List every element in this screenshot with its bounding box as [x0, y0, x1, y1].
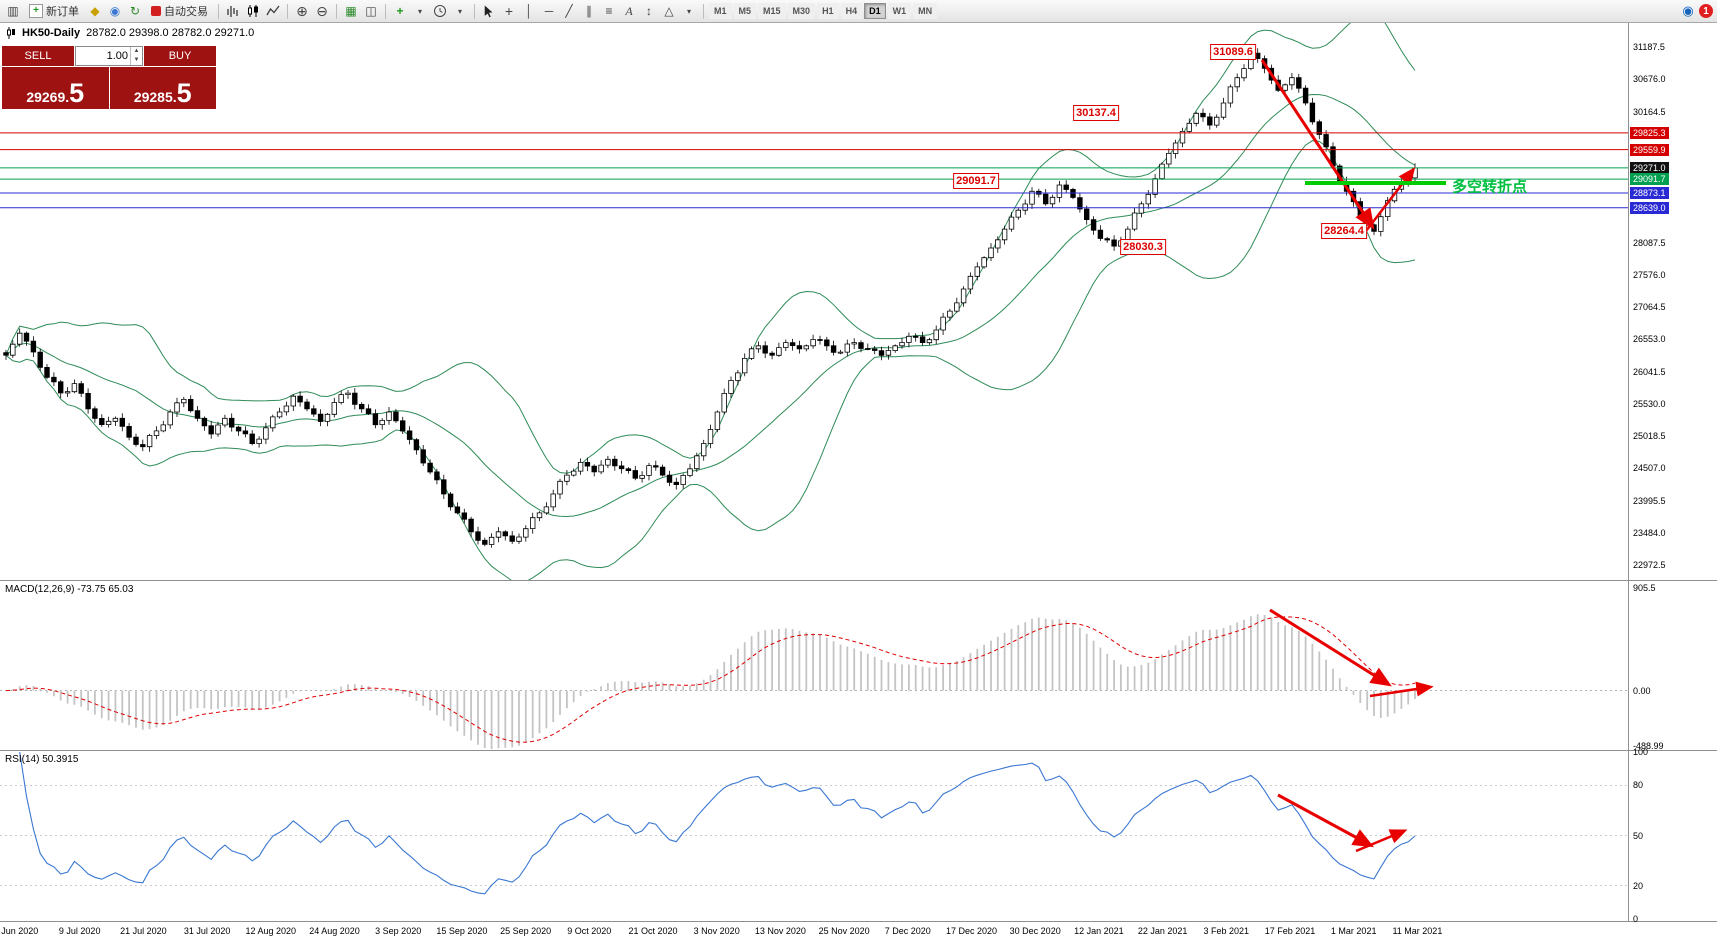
- rsi-line: [19, 751, 1416, 895]
- sell-button[interactable]: SELL: [2, 46, 74, 66]
- trend-arrow[interactable]: [1269, 608, 1392, 687]
- volume-up-icon[interactable]: ▲: [133, 48, 140, 54]
- timeframe-m30-button[interactable]: M30: [787, 3, 816, 19]
- auto-trading-label: 自动交易: [164, 6, 208, 18]
- sell-price-main: 29269.: [26, 89, 70, 105]
- equidistant-channel-icon[interactable]: ∥: [586, 4, 592, 18]
- timeframe-mn-button[interactable]: MN: [913, 3, 938, 19]
- bull-candles: [10, 52, 1418, 545]
- timeframe-m15-button[interactable]: M15: [758, 3, 786, 19]
- candlestick-icon[interactable]: [244, 2, 262, 20]
- new-order-button[interactable]: + 新订单: [24, 2, 84, 20]
- trend-arrow[interactable]: [1369, 681, 1434, 698]
- line-chart-icon[interactable]: [264, 2, 282, 20]
- volume-value[interactable]: 1.00: [106, 50, 128, 62]
- horizontal-line-icon[interactable]: ─: [544, 4, 554, 18]
- chart-legend: HK50-Daily 28782.0 29398.0 28782.0 29271…: [6, 27, 254, 39]
- buy-price-big-digit: 5: [176, 78, 192, 108]
- timeframe-h4-button[interactable]: H4: [840, 3, 863, 19]
- terminal-chart-icon[interactable]: ▥: [7, 4, 19, 18]
- crosshair-icon[interactable]: +: [504, 3, 514, 19]
- bollinger-lower-band: [5, 140, 1416, 580]
- tile-windows-icon[interactable]: ◫: [365, 4, 377, 18]
- bear-candles: [3, 52, 1377, 545]
- notification-badge[interactable]: 1: [1699, 4, 1713, 18]
- fibonacci-icon[interactable]: ≡: [605, 4, 613, 18]
- symbol-title: HK50-Daily: [22, 27, 81, 39]
- timeframe-m5-button[interactable]: M5: [733, 3, 757, 19]
- new-chart-dropdown-icon[interactable]: ▾: [417, 6, 422, 16]
- one-click-trading-panel: SELL 1.00 ▲ ▼ BUY 29269. 5 29285. 5: [2, 46, 216, 109]
- ohlc-values: 28782.0 29398.0 28782.0 29271.0: [86, 27, 255, 39]
- zoom-out-icon[interactable]: ⊖: [316, 2, 328, 19]
- clock-icon[interactable]: [431, 2, 449, 20]
- trend-arrow[interactable]: [1277, 793, 1374, 848]
- shapes-dropdown-icon[interactable]: ▾: [686, 6, 691, 16]
- timeframe-h1-button[interactable]: H1: [817, 3, 839, 19]
- volume-down-icon[interactable]: ▼: [133, 57, 140, 63]
- sell-price-button[interactable]: 29269. 5: [2, 67, 109, 109]
- trend-arrow[interactable]: [1260, 59, 1375, 230]
- main-chart-plot: [3, 22, 1418, 580]
- indicator-list-icon[interactable]: ◆: [90, 4, 100, 18]
- community-icon[interactable]: ◉: [109, 4, 121, 18]
- trendline-icon[interactable]: ╱: [565, 4, 573, 18]
- toolbar-separator: [218, 3, 219, 19]
- vertical-line-icon[interactable]: │: [525, 4, 533, 18]
- timeframe-m1-button[interactable]: M1: [709, 3, 732, 19]
- buy-price-button[interactable]: 29285. 5: [109, 67, 216, 109]
- refresh-icon[interactable]: ↻: [129, 4, 141, 18]
- macd-plot: [0, 614, 1628, 749]
- bollinger-middle-band: [5, 93, 1416, 518]
- toolbar-separator: [474, 3, 475, 19]
- new-order-icon: +: [29, 4, 43, 18]
- timeframe-d1-button[interactable]: D1: [864, 3, 886, 19]
- auto-trading-button[interactable]: 自动交易: [146, 2, 213, 20]
- volume-input[interactable]: 1.00 ▲ ▼: [75, 46, 143, 66]
- trend-arrow[interactable]: [1365, 167, 1416, 232]
- cursor-icon[interactable]: [480, 2, 498, 20]
- new-order-label: 新订单: [46, 6, 79, 18]
- toolbar-separator: [287, 3, 288, 19]
- sell-price-big-digit: 5: [69, 78, 85, 108]
- arrows-tool-icon[interactable]: ↕: [646, 4, 652, 18]
- grid-icon[interactable]: ▦: [345, 4, 357, 18]
- bollinger-upper-band: [5, 22, 1416, 474]
- bar-chart-icon[interactable]: [224, 2, 242, 20]
- toolbar-separator: [703, 3, 704, 19]
- trend-arrow[interactable]: [1355, 829, 1408, 853]
- macd-label: MACD(12,26,9) -73.75 65.03: [5, 584, 134, 595]
- toolbar: ▥ + 新订单 ◆ ◉ ↻ 自动交易 ⊕ ⊖ ▦ ◫ + ▾: [0, 0, 1717, 23]
- text-tool-icon[interactable]: A: [625, 3, 633, 18]
- rsi-label: RSI(14) 50.3915: [5, 754, 79, 765]
- timeframe-w1-button[interactable]: W1: [887, 3, 912, 19]
- period-dropdown-icon[interactable]: ▾: [457, 6, 462, 16]
- volume-spinner[interactable]: ▲ ▼: [130, 47, 142, 65]
- candle-wicks: [5, 48, 1416, 548]
- auto-trading-icon: [151, 6, 161, 16]
- mql5-icon[interactable]: ◉: [1682, 3, 1694, 18]
- new-chart-icon[interactable]: +: [396, 4, 404, 18]
- toolbar-separator: [336, 3, 337, 19]
- rsi-plot: [0, 751, 1628, 895]
- buy-button[interactable]: BUY: [144, 46, 216, 66]
- symbol-icon: [7, 27, 15, 39]
- toolbar-separator: [385, 3, 386, 19]
- buy-price-main: 29285.: [133, 89, 177, 105]
- shapes-tool-icon[interactable]: △: [664, 4, 674, 18]
- zoom-in-icon[interactable]: ⊕: [296, 2, 308, 19]
- macd-histogram: [11, 614, 1416, 749]
